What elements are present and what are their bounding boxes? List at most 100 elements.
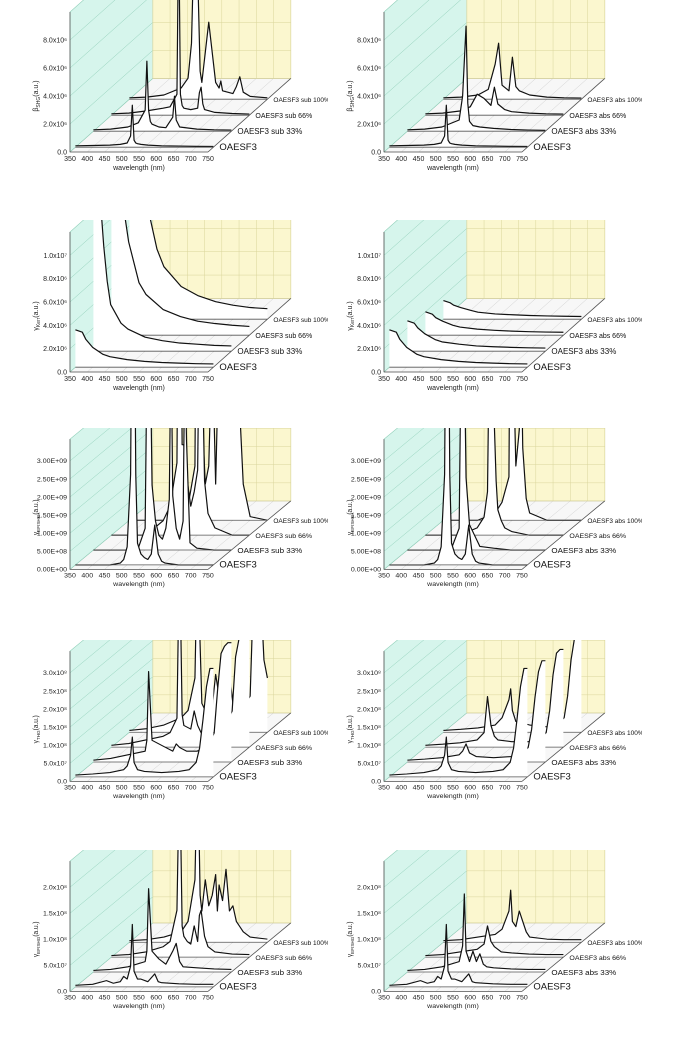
- y-tick-label: 0.0: [371, 150, 381, 157]
- y-tick-label: 0.00E+00: [37, 567, 67, 574]
- series-label: OAESF3: [219, 362, 257, 373]
- wall-grid-line: [69, 428, 111, 462]
- series-line: [425, 648, 564, 746]
- y-tick-label: 3.0x10⁸: [357, 670, 381, 677]
- y-axis-title: γEFISHG(a.u.): [33, 499, 42, 535]
- series-label: OAESF3: [219, 560, 256, 570]
- wall-grid-line: [383, 640, 447, 692]
- y-axis-title: γKerr(a.u.): [33, 301, 42, 330]
- series-label: OAESF3 abs 100%: [587, 730, 642, 737]
- wall-grid-line: [383, 50, 467, 125]
- series-line: [93, 642, 232, 761]
- y-tick-label: 2.0x10⁸: [43, 885, 67, 892]
- y-tick-label: 2.0x10⁸: [43, 707, 67, 714]
- series-label: OAESF3: [533, 362, 571, 373]
- y-tick-label: 0.0: [57, 150, 67, 157]
- wall-grid-line: [69, 640, 153, 710]
- series-line: [75, 104, 214, 148]
- y-tick-label: 2.5x10⁸: [43, 688, 67, 695]
- wall-grid-line: [69, 658, 153, 728]
- series-label: OAESF3: [219, 142, 257, 153]
- chart-panel-gamma-thg-abs: OAESF3 OAESF3 abs 33% OAESF3 abs 66% OAESF3…: [342, 640, 642, 826]
- x-tick-label: 500: [430, 995, 442, 1002]
- series-line: [75, 329, 214, 365]
- series-fill: [443, 43, 582, 100]
- y-tick-label: 1.0x10⁸: [357, 937, 381, 944]
- x-tick-label: 700: [499, 156, 511, 163]
- x-tick-label: 600: [464, 785, 476, 792]
- wall-grid-line: [383, 712, 467, 782]
- series-line: [389, 104, 528, 148]
- wall-grid-line: [383, 850, 430, 888]
- series-fill: [129, 428, 268, 521]
- wall-grid-line: [69, 676, 153, 746]
- series-line: [111, 640, 250, 746]
- x-axis-title: wavelength (nm): [112, 385, 165, 392]
- x-axis-title: wavelength (nm): [426, 793, 479, 800]
- y-axis-title: γEFISHG(a.u.): [33, 921, 42, 957]
- chart-svg: OAESF3 OAESF3 abs 33% OAESF3 abs 66% OAESF3…: [347, 220, 642, 392]
- x-tick-label: 700: [185, 785, 197, 792]
- series-line: [425, 311, 564, 333]
- series-fill: [425, 428, 564, 536]
- x-tick-label: 700: [185, 376, 197, 383]
- x-tick-label: 600: [464, 573, 476, 580]
- depth-axis: [521, 712, 606, 782]
- x-tick-label: 650: [482, 156, 494, 163]
- wall-grid-line: [69, 22, 153, 97]
- depth-axis: [521, 500, 606, 570]
- y-axis-title: γEFISHG(a.u.): [347, 921, 356, 957]
- x-axis-title: wavelength (nm): [112, 165, 165, 172]
- series-line: [75, 428, 214, 566]
- series-line: [93, 888, 232, 972]
- depth-axis: [521, 922, 606, 992]
- depth-axis: [207, 712, 292, 782]
- chart-panel-gamma-abs: OAESF3 OAESF3 abs 33% OAESF3 abs 66% OAESF3…: [342, 220, 642, 420]
- series-label: OAESF3 abs 66%: [569, 333, 626, 340]
- y-axis-title: γKerr(a.u.): [347, 301, 356, 330]
- x-tick-label: 350: [64, 156, 76, 163]
- y-tick-label: 0.00E+00: [351, 567, 381, 574]
- x-tick-label: 650: [482, 573, 494, 580]
- series-label: OAESF3 sub 66%: [255, 745, 312, 752]
- wall-grid-line: [69, 50, 153, 125]
- y-tick-label: 4.0x10⁶: [357, 94, 381, 101]
- series-label: OAESF3 sub 33%: [237, 758, 302, 767]
- x-tick-label: 600: [150, 785, 162, 792]
- series-line: [389, 667, 528, 776]
- wall-grid-line: [383, 464, 467, 534]
- wall-grid-line: [69, 850, 147, 914]
- x-tick-label: 750: [516, 785, 528, 792]
- y-tick-label: 0.0: [57, 989, 67, 996]
- series-label: OAESF3 abs 100%: [587, 940, 642, 947]
- chart-svg: OAESF3 OAESF3 sub 33% OAESF3 sub 66% OAESF3…: [33, 640, 328, 800]
- series-fill: [75, 329, 214, 368]
- series-line: [75, 923, 214, 986]
- x-tick-label: 750: [516, 995, 528, 1002]
- wall-grid-line: [69, 220, 111, 256]
- series-label: OAESF3: [533, 982, 570, 992]
- chart-svg: OAESF3 OAESF3 sub 33% OAESF3 sub 66% OAESF3…: [33, 428, 328, 588]
- series-line: [389, 923, 528, 986]
- y-tick-label: 1.0x10⁸: [357, 743, 381, 750]
- x-axis-title: wavelength (nm): [112, 1003, 165, 1010]
- series-line: [111, 850, 250, 957]
- series-label: OAESF3 sub 33%: [237, 968, 302, 977]
- wall-grid-line: [383, 482, 467, 552]
- depth-axis: [521, 298, 606, 373]
- y-tick-label: 1.0x10⁸: [43, 743, 67, 750]
- chart-panel-gamma-efishg-sub: OAESF3 OAESF3 sub 33% OAESF3 sub 66% OAESF3…: [28, 850, 328, 1036]
- x-tick-label: 550: [133, 573, 145, 580]
- depth-axis: [207, 500, 292, 570]
- series-line: [128, 220, 268, 310]
- x-tick-label: 500: [430, 573, 442, 580]
- series-fill: [425, 649, 564, 748]
- series-line: [93, 60, 232, 131]
- y-tick-label: 6.0x10⁶: [357, 300, 381, 307]
- chart-panel-gamma-ohrs-sub: OAESF3 OAESF3 sub 33% OAESF3 sub 66% OAESF3…: [28, 428, 328, 614]
- series-label: OAESF3 sub 66%: [255, 533, 312, 540]
- depth-axis: [207, 298, 292, 373]
- series-label: OAESF3 abs 33%: [551, 546, 616, 555]
- x-tick-label: 350: [64, 376, 76, 383]
- series-line: [129, 0, 268, 99]
